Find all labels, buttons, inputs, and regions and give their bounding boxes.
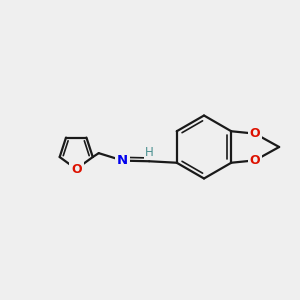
Text: O: O bbox=[250, 154, 260, 167]
Text: O: O bbox=[250, 127, 260, 140]
Text: H: H bbox=[145, 146, 154, 159]
Text: N: N bbox=[117, 154, 128, 167]
Text: O: O bbox=[71, 163, 82, 176]
